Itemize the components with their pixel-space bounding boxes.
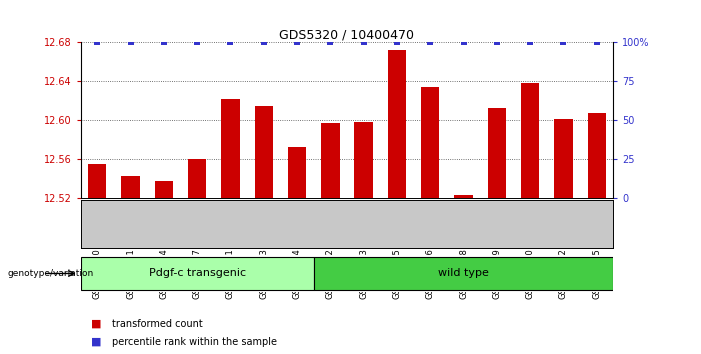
Point	[358, 40, 369, 45]
Text: Pdgf-c transgenic: Pdgf-c transgenic	[149, 268, 246, 279]
Point	[225, 40, 236, 45]
Bar	[155, 181, 173, 198]
Text: percentile rank within the sample: percentile rank within the sample	[112, 337, 277, 347]
Text: wild type: wild type	[438, 268, 489, 279]
Point	[524, 40, 536, 45]
Point	[491, 40, 503, 45]
Point	[258, 40, 269, 45]
Bar	[188, 159, 206, 198]
Bar	[587, 113, 606, 198]
Bar	[321, 123, 339, 198]
Title: GDS5320 / 10400470: GDS5320 / 10400470	[280, 28, 414, 41]
Point	[191, 40, 203, 45]
Text: ■: ■	[91, 337, 102, 347]
Bar	[355, 122, 373, 198]
Point	[325, 40, 336, 45]
Text: ■: ■	[91, 319, 102, 329]
Bar	[222, 99, 240, 198]
Point	[425, 40, 436, 45]
Bar	[121, 176, 139, 198]
Bar	[88, 164, 107, 198]
Bar	[421, 87, 440, 198]
Point	[591, 40, 602, 45]
Bar	[288, 147, 306, 198]
Bar	[388, 50, 406, 198]
Bar	[554, 119, 573, 198]
Point	[292, 40, 303, 45]
Bar	[81, 257, 314, 290]
Point	[458, 40, 469, 45]
Bar	[254, 106, 273, 198]
Point	[391, 40, 402, 45]
Text: genotype/variation: genotype/variation	[7, 269, 93, 278]
Bar	[454, 195, 472, 198]
Bar	[314, 257, 613, 290]
Point	[92, 40, 103, 45]
Text: transformed count: transformed count	[112, 319, 203, 329]
Point	[158, 40, 170, 45]
Point	[125, 40, 136, 45]
Point	[558, 40, 569, 45]
Bar	[488, 108, 506, 198]
Bar	[521, 83, 539, 198]
